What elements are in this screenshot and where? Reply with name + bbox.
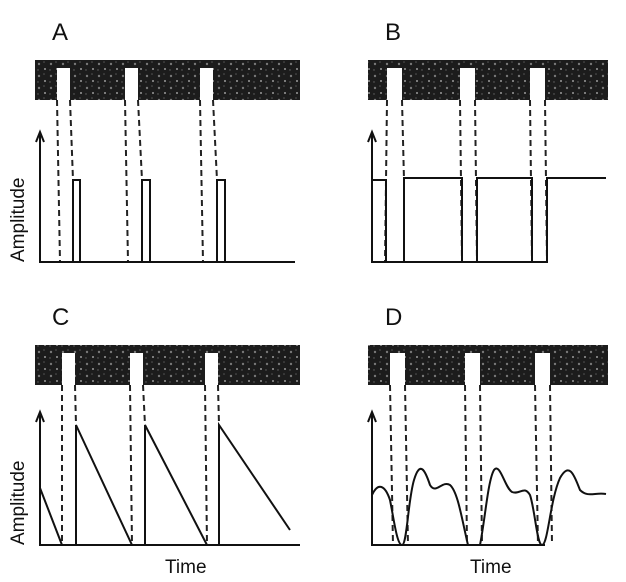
panel-a: A Amplitude	[8, 19, 300, 263]
gap	[125, 68, 138, 100]
panel-label: A	[52, 19, 68, 46]
gap	[57, 68, 70, 100]
dashed-lines	[389, 384, 553, 546]
gap	[460, 68, 475, 100]
x-axis-label: Time	[470, 557, 512, 578]
y-axis-label: Amplitude	[8, 461, 29, 546]
signal	[372, 177, 606, 263]
gap	[130, 353, 143, 385]
gap	[390, 353, 405, 385]
gap	[530, 68, 545, 100]
gap	[535, 353, 550, 385]
x-axis-label: Time	[165, 557, 207, 578]
y-axis-label: Amplitude	[8, 178, 29, 263]
panel-d: D Time	[367, 304, 608, 578]
panel-label: B	[385, 19, 401, 46]
panel-label: C	[52, 304, 69, 331]
dashed-lines	[56, 99, 218, 263]
gap	[200, 68, 213, 100]
panel-b: B	[367, 19, 608, 263]
band	[368, 345, 608, 385]
axes	[367, 409, 545, 546]
dashed-lines	[61, 384, 220, 546]
band	[35, 60, 300, 100]
band	[368, 60, 608, 100]
signal	[371, 467, 607, 547]
gap	[62, 353, 75, 385]
gap	[387, 68, 402, 100]
band	[35, 345, 300, 385]
axes	[367, 129, 545, 263]
signal	[72, 179, 226, 262]
gap	[205, 353, 218, 385]
signal	[39, 421, 291, 546]
axes	[35, 409, 300, 546]
gap	[465, 353, 480, 385]
axes	[35, 129, 295, 263]
panel-label: D	[385, 304, 402, 331]
dashed-lines	[384, 99, 548, 263]
panel-c: C Amplitude Time	[8, 304, 300, 578]
